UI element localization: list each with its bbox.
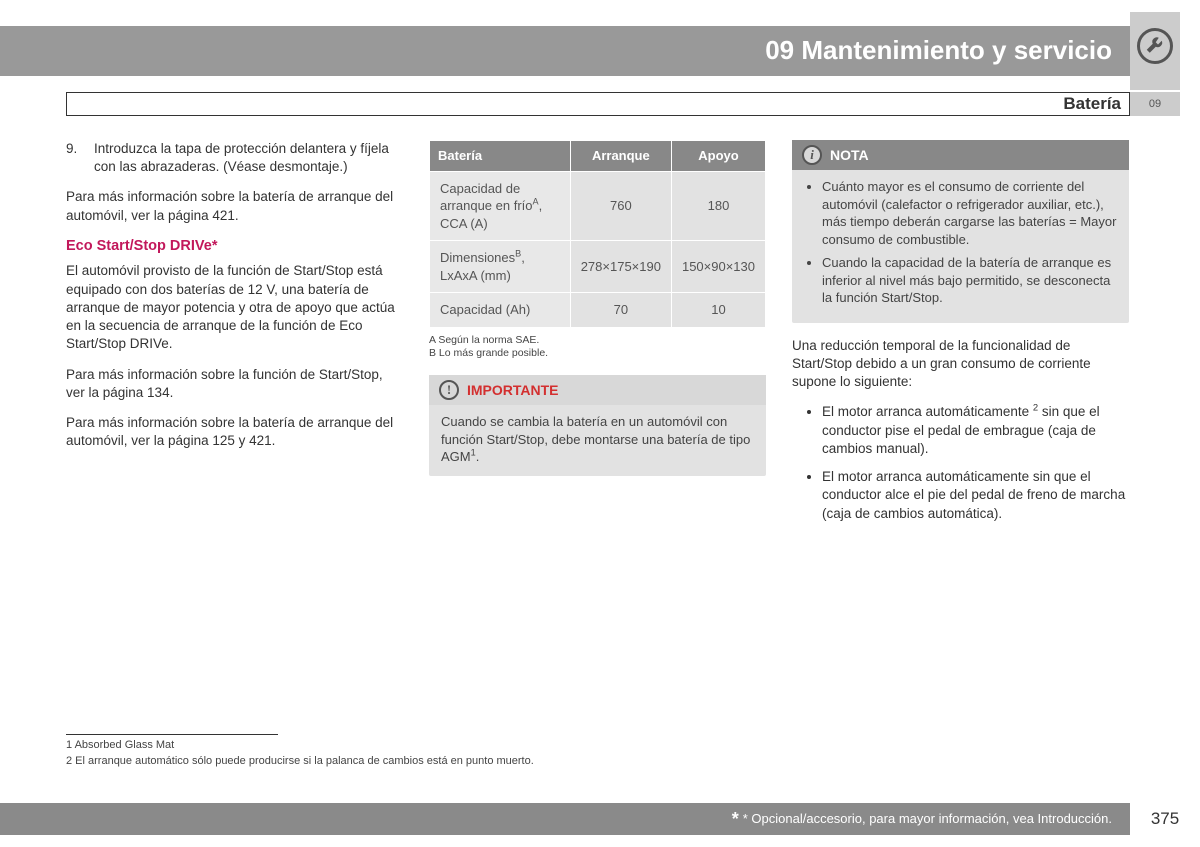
step-number: 9.	[66, 140, 94, 176]
footnote-1: 1 Absorbed Glass Mat	[66, 738, 534, 753]
table-footnotes: A Según la norma SAE. B Lo más grande po…	[429, 334, 766, 361]
nota-bullet: Cuando la capacidad de la batería de arr…	[822, 254, 1117, 307]
footer-asterisk-text: * Opcional/accesorio, para mayor informa…	[743, 810, 1112, 828]
chapter-header-bar: 09 Mantenimiento y servicio	[0, 26, 1130, 76]
table-row: Capacidad de arranque en fríoA, CCA (A)7…	[430, 172, 765, 241]
row-arranque: 278×175×190	[571, 241, 671, 292]
exclamation-icon: !	[439, 380, 459, 400]
nota-head: i NOTA	[792, 140, 1129, 170]
row-label: Capacidad de arranque en fríoA, CCA (A)	[430, 172, 570, 241]
footnote-b: B Lo más grande posible.	[429, 347, 766, 361]
section-title-box: Batería	[66, 92, 1130, 116]
chapter-icon-box	[1130, 12, 1180, 90]
row-label: DimensionesB, LxAxA (mm)	[430, 241, 570, 292]
asterisk-icon: *	[732, 807, 739, 831]
th-apoyo: Apoyo	[672, 141, 765, 171]
importante-title: IMPORTANTE	[467, 381, 559, 400]
column-2: Batería Arranque Apoyo Capacidad de arra…	[429, 140, 766, 533]
footnote-2: 2 El arranque automático sólo puede prod…	[66, 754, 534, 769]
row-arranque: 70	[571, 293, 671, 327]
importante-body: Cuando se cambia la batería en un automó…	[429, 405, 766, 476]
column-1: 9. Introduzca la tapa de protección dela…	[66, 140, 403, 533]
para-eco-3: Para más información sobre la batería de…	[66, 414, 403, 450]
row-label: Capacidad (Ah)	[430, 293, 570, 327]
section-title-row: Batería	[66, 92, 1130, 116]
footer-bar: * * Opcional/accesorio, para mayor infor…	[0, 803, 1200, 835]
nota-title: NOTA	[830, 146, 869, 165]
side-chapter-num: 09	[1149, 97, 1161, 112]
nota-callout: i NOTA Cuánto mayor es el consumo de cor…	[792, 140, 1129, 323]
col3-bullet: El motor arranca automáticamente 2 sin q…	[822, 403, 1129, 458]
row-apoyo: 150×90×130	[672, 241, 765, 292]
row-arranque: 760	[571, 172, 671, 241]
table-row: Capacidad (Ah)7010	[430, 293, 765, 327]
nota-body: Cuánto mayor es el consumo de corriente …	[792, 170, 1129, 323]
column-3: i NOTA Cuánto mayor es el consumo de cor…	[792, 140, 1129, 533]
row-apoyo: 180	[672, 172, 765, 241]
footer-asterisk-note: * * Opcional/accesorio, para mayor infor…	[0, 803, 1130, 835]
page-number: 375	[1130, 803, 1200, 835]
bottom-footnotes: 1 Absorbed Glass Mat 2 El arranque autom…	[66, 738, 534, 769]
nota-bullet: Cuánto mayor es el consumo de corriente …	[822, 178, 1117, 248]
section-title: Batería	[1063, 93, 1121, 116]
eco-subheading: Eco Start/Stop DRIVe*	[66, 237, 403, 257]
battery-spec-table: Batería Arranque Apoyo Capacidad de arra…	[429, 140, 766, 328]
para-battery-info: Para más información sobre la batería de…	[66, 188, 403, 224]
step-text: Introduzca la tapa de protección delante…	[94, 140, 403, 176]
col3-bullets-wrap: El motor arranca automáticamente 2 sin q…	[792, 403, 1129, 522]
col3-para1: Una reducción temporal de la funcionalid…	[792, 337, 1129, 392]
col3-bullet: El motor arranca automáticamente sin que…	[822, 468, 1129, 523]
chapter-title: 09 Mantenimiento y servicio	[765, 33, 1112, 68]
wrench-icon	[1137, 28, 1173, 64]
info-icon: i	[802, 145, 822, 165]
footnote-a: A Según la norma SAE.	[429, 334, 766, 348]
numbered-step: 9. Introduzca la tapa de protección dela…	[66, 140, 403, 176]
para-eco-2: Para más información sobre la función de…	[66, 366, 403, 402]
table-row: DimensionesB, LxAxA (mm)278×175×190150×9…	[430, 241, 765, 292]
row-apoyo: 10	[672, 293, 765, 327]
importante-head: ! IMPORTANTE	[429, 375, 766, 405]
importante-callout: ! IMPORTANTE Cuando se cambia la batería…	[429, 375, 766, 476]
th-arranque: Arranque	[571, 141, 671, 171]
para-eco-1: El automóvil provisto de la función de S…	[66, 262, 403, 353]
side-chapter-tab: 09	[1130, 92, 1180, 116]
footnote-separator	[66, 734, 278, 735]
th-bateria: Batería	[430, 141, 570, 171]
content-area: 9. Introduzca la tapa de protección dela…	[66, 140, 1130, 533]
